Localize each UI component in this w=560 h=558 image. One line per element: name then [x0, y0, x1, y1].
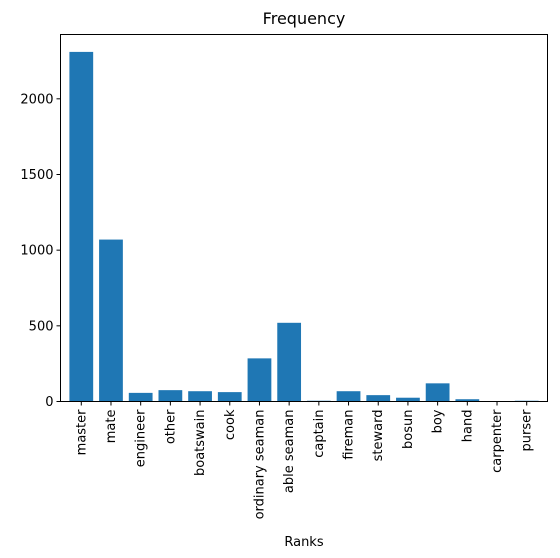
x-tick-label: fireman: [342, 410, 357, 460]
x-tick-label: carpenter: [490, 409, 505, 473]
x-tick-label: able seaman: [282, 410, 297, 494]
x-tick-label: hand: [460, 410, 475, 443]
bar-other: [158, 390, 183, 402]
bar-cook: [217, 392, 242, 402]
plot-frame: [60, 34, 548, 402]
x-tick-label: captain: [312, 410, 327, 458]
x-tick-label: boatswain: [193, 410, 208, 477]
x-tick-label: mate: [104, 410, 119, 444]
x-tick-label: cook: [223, 409, 238, 440]
bar-hand: [455, 399, 480, 402]
x-axis: master mate engineer other boatswain cook ordi…: [74, 401, 535, 520]
x-tick-label: boy: [431, 409, 446, 433]
x-tick-label: engineer: [134, 409, 149, 467]
chart-title: Frequency: [263, 9, 346, 28]
bars-group: [69, 51, 539, 402]
bar-boy: [425, 383, 450, 402]
y-tick-label: 1500: [20, 168, 53, 183]
y-tick-label: 2000: [20, 92, 53, 107]
bar-steward: [366, 395, 391, 402]
x-tick-label: ordinary seaman: [252, 410, 267, 520]
x-tick-label: bosun: [401, 410, 416, 449]
bar-ordinary-seaman: [247, 358, 272, 402]
bar-engineer: [128, 392, 153, 402]
x-tick-label: purser: [520, 409, 535, 452]
x-axis-label: Ranks: [284, 535, 323, 550]
x-tick-label: other: [163, 409, 178, 444]
y-tick-label: 500: [29, 319, 54, 334]
bar-master: [69, 51, 94, 402]
x-tick-label: master: [74, 409, 89, 455]
bar-boatswain: [188, 391, 212, 402]
bar-bosun: [396, 397, 420, 402]
bar-mate: [99, 239, 123, 402]
bar-able-seaman: [277, 322, 302, 402]
x-tick-label: steward: [371, 410, 386, 462]
y-tick-label: 1000: [20, 244, 53, 259]
y-axis: 0 500 1000 1500 2000: [20, 92, 61, 410]
bar-fireman: [336, 391, 361, 402]
y-tick-label: 0: [45, 395, 53, 410]
